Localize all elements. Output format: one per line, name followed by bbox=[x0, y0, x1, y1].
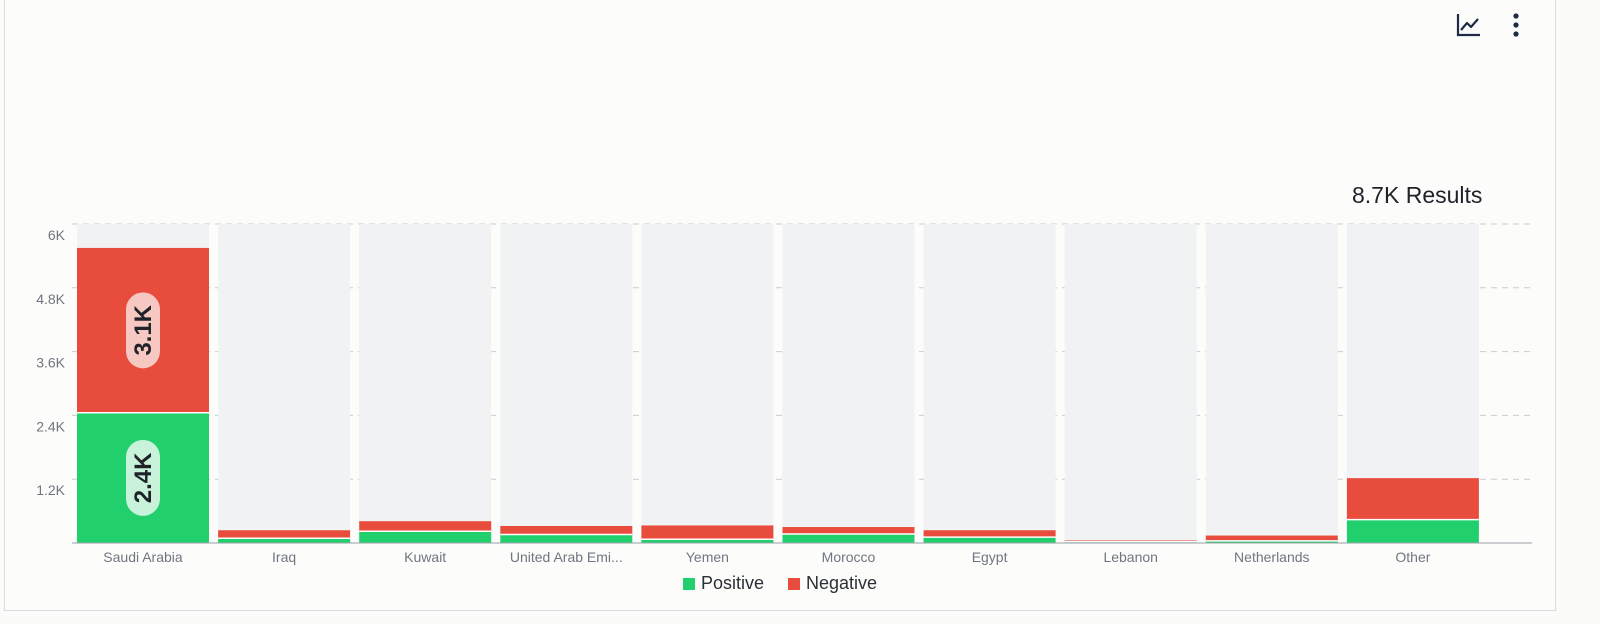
data-label: 3.1K bbox=[126, 292, 160, 369]
x-tick-label: Other bbox=[1395, 549, 1430, 565]
legend-label-positive: Positive bbox=[700, 573, 764, 593]
legend-label-negative: Negative bbox=[805, 573, 878, 593]
data-label-text: 3.1K bbox=[130, 304, 157, 355]
x-tick-label: Iraq bbox=[272, 549, 296, 565]
bar-track bbox=[641, 224, 774, 543]
y-tick-label: 3.6K bbox=[36, 355, 65, 371]
bar-positive[interactable] bbox=[1346, 519, 1479, 543]
results-count: 8.7K Results bbox=[1352, 182, 1483, 208]
legend-swatch-negative bbox=[787, 577, 800, 590]
bar-positive[interactable] bbox=[500, 534, 633, 543]
x-tick-label: United Arab Emi... bbox=[510, 549, 623, 565]
bar-track bbox=[1064, 224, 1197, 543]
x-tick-label: Lebanon bbox=[1103, 549, 1158, 565]
x-tick-label: Egypt bbox=[972, 549, 1008, 565]
bar-positive[interactable] bbox=[1205, 540, 1338, 543]
bar-track bbox=[218, 224, 351, 543]
bar-positive[interactable] bbox=[782, 533, 915, 543]
bar-positive[interactable] bbox=[641, 539, 774, 543]
bar-negative[interactable] bbox=[923, 530, 1056, 538]
stacked-bar-chart: 6K 4.8K 3.6K 2.4K 1.2K Saudi Arabia Iraq Kuwait… bbox=[36, 223, 1532, 565]
legend-item-negative[interactable]: Negative bbox=[787, 573, 878, 594]
bar-track bbox=[359, 224, 492, 543]
legend-item-positive[interactable]: Positive bbox=[682, 573, 764, 594]
bar-track bbox=[500, 224, 633, 543]
x-tick-label: Netherlands bbox=[1234, 549, 1310, 565]
x-tick-label: Saudi Arabia bbox=[103, 549, 183, 565]
bar-positive[interactable] bbox=[218, 538, 351, 543]
bar-track bbox=[923, 224, 1056, 543]
x-tick-label: Yemen bbox=[686, 549, 729, 565]
data-label: 2.4K bbox=[126, 439, 160, 516]
bar-positive[interactable] bbox=[923, 537, 1056, 543]
data-label-text: 2.4K bbox=[130, 452, 157, 503]
data-label-pill bbox=[126, 439, 160, 516]
bar-track bbox=[782, 224, 915, 543]
y-tick-label: 2.4K bbox=[36, 418, 65, 434]
more-vertical-icon[interactable] bbox=[1505, 10, 1535, 40]
legend: Positive Negative bbox=[0, 573, 1560, 594]
x-tick-label: Morocco bbox=[822, 549, 876, 565]
bar-negative[interactable] bbox=[359, 521, 492, 532]
legend-swatch-positive bbox=[682, 577, 695, 590]
bar-negative[interactable] bbox=[641, 525, 774, 540]
bar-track bbox=[1205, 224, 1338, 543]
bar-negative[interactable] bbox=[1205, 535, 1338, 541]
bar-negative[interactable] bbox=[782, 527, 915, 534]
y-tick-label: 4.8K bbox=[36, 291, 65, 307]
x-tick-label: Kuwait bbox=[404, 549, 446, 565]
bar-positive[interactable] bbox=[359, 531, 492, 543]
bar-negative[interactable] bbox=[500, 525, 633, 535]
y-tick-label: 6K bbox=[48, 227, 66, 243]
data-label-pill bbox=[126, 292, 160, 369]
bar-negative[interactable] bbox=[1346, 478, 1479, 520]
bar-negative[interactable] bbox=[218, 530, 351, 539]
y-tick-label: 1.2K bbox=[36, 482, 65, 498]
line-chart-icon[interactable] bbox=[1453, 10, 1483, 40]
